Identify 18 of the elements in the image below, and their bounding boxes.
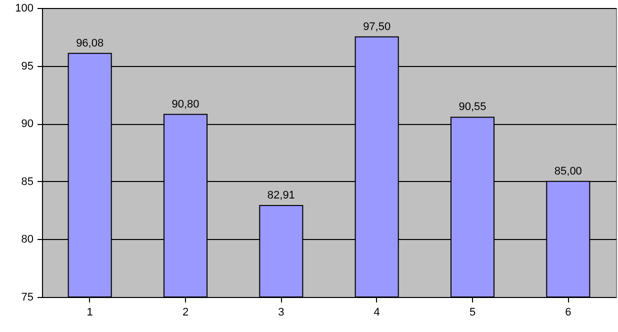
x-tick-label: 1 <box>86 306 93 318</box>
data-label: 97,50 <box>363 20 391 33</box>
y-tick-label: 90 <box>21 118 34 130</box>
data-label: 85,00 <box>554 165 582 178</box>
data-label: 82,91 <box>267 190 295 202</box>
x-tick-label: 2 <box>182 306 189 318</box>
data-label: 90,55 <box>458 101 486 114</box>
y-tick-label: 80 <box>21 234 34 246</box>
y-tick-label: 85 <box>21 176 34 188</box>
y-tick-label: 95 <box>21 60 34 72</box>
x-tick-label: 6 <box>565 306 572 318</box>
x-tick-label: 3 <box>278 306 284 318</box>
y-tick-label: 100 <box>15 2 34 14</box>
data-label: 96,08 <box>76 37 104 50</box>
data-label: 90,80 <box>172 98 200 110</box>
x-tick-label: 4 <box>374 306 380 318</box>
x-tick-label: 5 <box>469 306 476 318</box>
y-tick-label: 75 <box>21 292 34 304</box>
